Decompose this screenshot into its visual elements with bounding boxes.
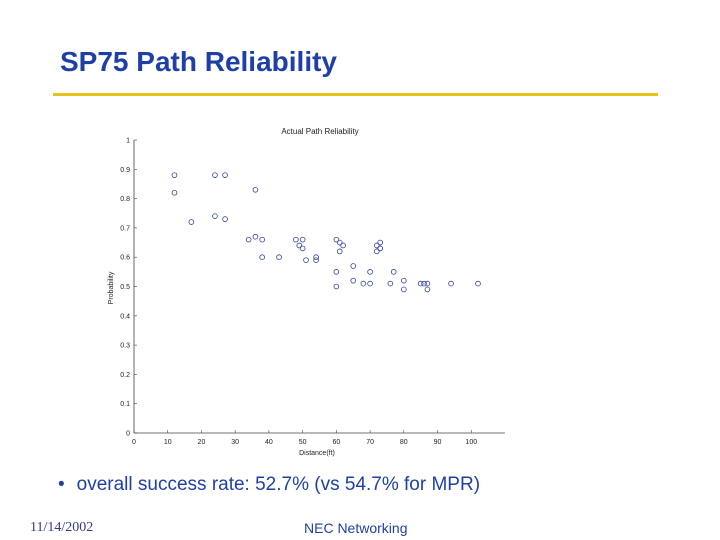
data-point xyxy=(424,286,431,293)
data-point xyxy=(293,236,299,243)
footer-organization: NEC Networking xyxy=(304,520,408,536)
x-tick-label: 30 xyxy=(231,439,239,446)
data-point xyxy=(222,216,228,222)
x-tick-label: 70 xyxy=(366,439,374,446)
data-point xyxy=(421,280,427,287)
data-point xyxy=(259,254,265,261)
chart-title: Actual Path Reliability xyxy=(281,127,358,136)
x-tick-label: 80 xyxy=(400,439,408,446)
data-point xyxy=(387,280,394,287)
y-tick-label: 0.6 xyxy=(120,255,130,262)
data-point xyxy=(245,236,252,243)
data-point xyxy=(336,239,343,246)
data-point xyxy=(350,263,357,269)
chart-axes xyxy=(133,140,505,434)
slide-title: SP75 Path Reliability xyxy=(60,46,337,77)
x-axis-label: Distance(ft) xyxy=(299,450,335,457)
summary-text: overall success rate: 52.7% (vs 54.7% fo… xyxy=(76,474,481,495)
data-point xyxy=(171,189,178,196)
y-tick-label: 0.8 xyxy=(120,196,130,203)
y-tick-label: 0.9 xyxy=(120,167,130,174)
data-point xyxy=(374,248,380,255)
y-tick-label: 0.5 xyxy=(120,284,130,291)
data-point xyxy=(212,213,218,219)
data-point xyxy=(377,245,384,252)
y-axis-ticks: 0 0.1 0.2 0.3 0.4 0.5 0.6 0.7 0.8 0.9 1 xyxy=(120,138,137,438)
data-point xyxy=(401,277,407,284)
data-point xyxy=(390,269,397,275)
bullet-dot-icon: • xyxy=(58,474,65,495)
data-point xyxy=(171,172,178,178)
data-point xyxy=(333,236,340,243)
data-point xyxy=(313,254,319,261)
y-tick-label: 0.3 xyxy=(120,343,130,350)
data-point xyxy=(367,280,373,287)
x-tick-label: 20 xyxy=(198,439,206,446)
data-point xyxy=(276,254,282,261)
data-point xyxy=(448,280,454,287)
y-tick-label: 0.7 xyxy=(120,225,130,232)
x-tick-label: 100 xyxy=(465,439,477,446)
data-point xyxy=(340,242,346,249)
y-tick-label: 0.2 xyxy=(120,372,130,379)
data-point xyxy=(303,257,309,263)
x-tick-label: 10 xyxy=(164,439,172,446)
title-underline xyxy=(53,93,658,96)
y-tick-label: 0 xyxy=(126,431,130,438)
x-tick-label: 50 xyxy=(299,439,307,446)
data-point xyxy=(350,277,357,284)
scatter-chart: Actual Path Reliability 0 0.1 0.2 0.3 0.4 0.5… xyxy=(108,127,505,457)
data-point xyxy=(401,286,407,293)
x-tick-label: 60 xyxy=(332,439,340,446)
data-points xyxy=(171,172,481,293)
data-point xyxy=(333,269,340,275)
x-tick-label: 90 xyxy=(434,439,442,446)
summary-bullet: • overall success rate: 52.7% (vs 54.7% f… xyxy=(58,474,480,496)
data-point xyxy=(188,219,195,225)
data-point xyxy=(252,233,259,240)
data-point xyxy=(222,172,228,178)
data-point xyxy=(333,283,340,290)
data-point xyxy=(296,242,303,249)
data-point xyxy=(374,242,380,249)
data-point xyxy=(259,236,265,243)
data-point xyxy=(336,248,343,255)
data-point xyxy=(299,245,306,252)
data-point xyxy=(367,269,373,275)
x-axis-ticks: 0 10 20 30 40 50 60 70 80 90 100 xyxy=(132,430,477,446)
y-axis-label: Probability xyxy=(108,271,115,304)
data-point xyxy=(417,280,424,287)
data-point xyxy=(299,236,306,243)
data-point xyxy=(377,239,384,246)
footer-date: 11/14/2002 xyxy=(30,520,94,535)
x-tick-label: 0 xyxy=(132,439,136,446)
data-point xyxy=(313,257,319,263)
data-point xyxy=(212,172,218,178)
y-tick-label: 1 xyxy=(126,138,130,145)
data-point xyxy=(424,280,431,287)
data-point xyxy=(475,280,481,287)
x-tick-label: 40 xyxy=(265,439,273,446)
y-tick-label: 0.4 xyxy=(120,313,130,320)
y-tick-label: 0.1 xyxy=(120,401,130,408)
data-point xyxy=(360,280,367,287)
data-point xyxy=(252,187,259,193)
